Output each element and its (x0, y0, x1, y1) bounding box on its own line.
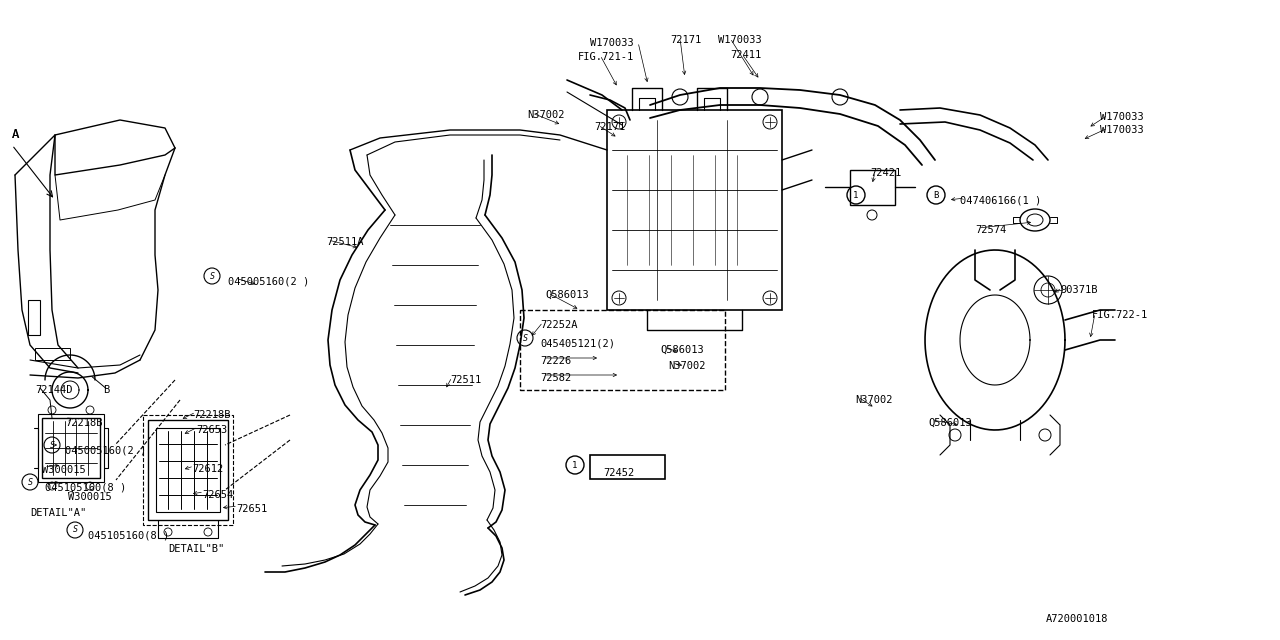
Text: 72226: 72226 (540, 356, 571, 366)
Text: FIG.722-1: FIG.722-1 (1092, 310, 1148, 320)
Text: 1: 1 (572, 461, 577, 470)
Text: 72574: 72574 (975, 225, 1006, 235)
Text: 72218B: 72218B (65, 418, 102, 428)
Text: 72218B: 72218B (193, 410, 230, 420)
Text: 90371B: 90371B (1060, 285, 1097, 295)
Text: 045405121(2): 045405121(2) (540, 338, 614, 348)
Bar (148, 420, 228, 520)
Text: S: S (210, 271, 215, 280)
Bar (850, 170, 895, 205)
Text: 045105160(8 ): 045105160(8 ) (45, 482, 127, 492)
Bar (590, 455, 666, 479)
Text: N37002: N37002 (527, 110, 564, 120)
Text: A: A (12, 128, 19, 141)
Text: 72651: 72651 (236, 504, 268, 514)
Text: N37002: N37002 (855, 395, 892, 405)
Text: 72252A: 72252A (540, 320, 577, 330)
Text: DETAIL"A": DETAIL"A" (29, 508, 86, 518)
Text: 047406166(1 ): 047406166(1 ) (960, 195, 1041, 205)
Text: 72144D: 72144D (35, 385, 73, 395)
Text: W300015: W300015 (42, 465, 86, 475)
Bar (520, 310, 724, 390)
Bar (143, 415, 233, 525)
Text: 72654: 72654 (202, 490, 233, 500)
Text: W300015: W300015 (68, 492, 111, 502)
Text: 045105160(8 ): 045105160(8 ) (88, 530, 169, 540)
Text: S: S (50, 440, 55, 449)
Text: 72421: 72421 (870, 168, 901, 178)
Text: S: S (522, 333, 527, 342)
Text: N37002: N37002 (668, 361, 705, 371)
Text: A: A (12, 128, 19, 141)
Text: W170033: W170033 (1100, 125, 1144, 135)
Text: W170033: W170033 (590, 38, 634, 48)
Text: A720001018: A720001018 (1046, 614, 1108, 624)
Text: 72411: 72411 (730, 50, 762, 60)
Text: B: B (933, 191, 938, 200)
Bar (35, 348, 70, 360)
Text: 72452: 72452 (603, 468, 635, 478)
Bar (28, 300, 40, 335)
Text: 72612: 72612 (192, 464, 223, 474)
Text: FIG.721-1: FIG.721-1 (579, 52, 635, 62)
Text: 72511: 72511 (451, 375, 481, 385)
Text: W170033: W170033 (1100, 112, 1144, 122)
Bar (156, 428, 220, 512)
Text: S: S (27, 477, 32, 486)
Text: Q586013: Q586013 (545, 290, 589, 300)
Text: 72171: 72171 (594, 122, 625, 132)
Text: B: B (102, 385, 109, 395)
Text: 72582: 72582 (540, 373, 571, 383)
Bar (42, 418, 100, 478)
Text: Q586013: Q586013 (660, 345, 704, 355)
Text: S: S (73, 525, 78, 534)
Bar (607, 110, 782, 310)
Text: 045005160(2 ): 045005160(2 ) (65, 445, 146, 455)
Text: DETAIL"B": DETAIL"B" (168, 544, 224, 554)
Text: 72171: 72171 (669, 35, 701, 45)
Text: Q586013: Q586013 (928, 418, 972, 428)
Bar (38, 414, 104, 482)
Text: W170033: W170033 (718, 35, 762, 45)
Text: 1: 1 (854, 191, 859, 200)
Text: 72511A: 72511A (326, 237, 364, 247)
Text: 72653: 72653 (196, 425, 228, 435)
Text: 045005160(2 ): 045005160(2 ) (228, 276, 310, 286)
